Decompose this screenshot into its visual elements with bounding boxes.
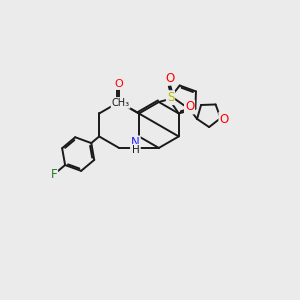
Text: N: N: [131, 136, 140, 149]
Text: O: O: [165, 71, 175, 85]
Text: O: O: [115, 79, 123, 89]
Text: CH₃: CH₃: [112, 98, 130, 108]
Text: H: H: [131, 145, 139, 155]
Text: S: S: [167, 91, 174, 104]
Text: F: F: [50, 168, 57, 181]
Text: O: O: [219, 112, 229, 126]
Text: O: O: [185, 100, 194, 113]
